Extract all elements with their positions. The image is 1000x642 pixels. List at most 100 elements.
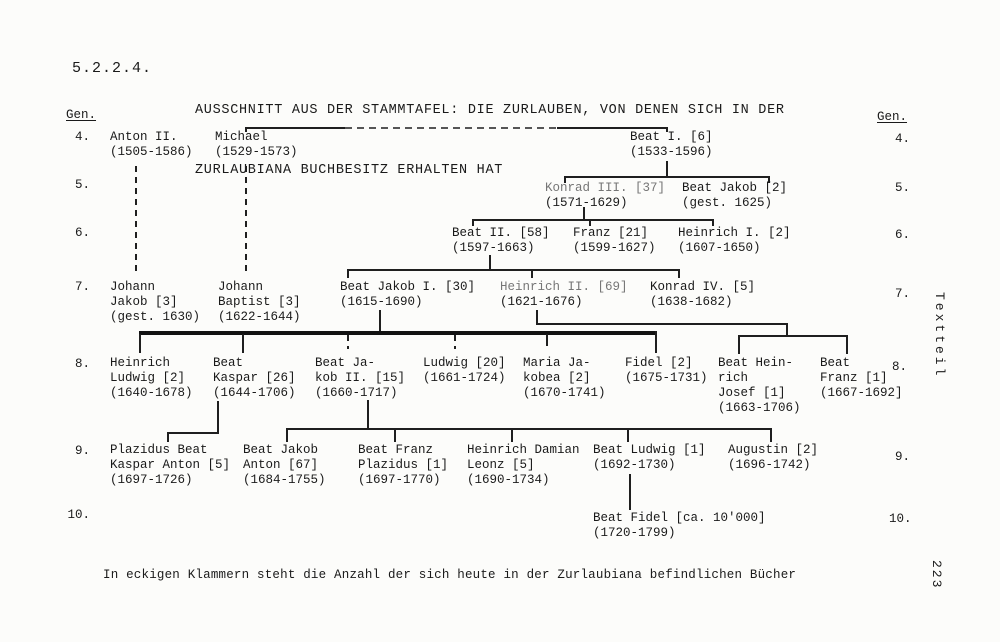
person-name: Plazidus Beat <box>110 443 208 457</box>
person-detail: (1505-1586) <box>110 145 193 159</box>
person-node-beat-heinrich-josef: Beat Hein-rich Josef [1] (1663-1706) <box>718 356 801 416</box>
tree-connector <box>536 323 788 325</box>
person-node-heinrich-damian-leonz: Heinrich Damian Leonz [5] (1690-1734) <box>467 443 580 488</box>
person-detail: (1622-1644) <box>218 310 301 324</box>
person-node-beat-i: Beat I. [6] (1533-1596) <box>630 130 713 160</box>
generation-header-right: Gen. <box>877 110 908 124</box>
person-node-beat-franz: Beat Franz [1] (1667-1692] <box>820 356 903 401</box>
tree-connector <box>738 335 740 354</box>
generation-label-right: 5. <box>895 181 911 195</box>
person-node-michael: Michael (1529-1573) <box>215 130 298 160</box>
person-name: Anton II. <box>110 130 178 144</box>
person-detail: Ludwig [2] <box>110 371 186 385</box>
tree-connector <box>655 331 657 353</box>
tree-connector <box>583 207 585 220</box>
person-node-beat-kaspar: Beat Kaspar [26] (1644-1706) <box>213 356 296 401</box>
person-detail: (1690-1734) <box>467 473 550 487</box>
tree-connector <box>135 166 137 276</box>
person-detail: kob II. [15] <box>315 371 406 385</box>
person-detail: (1697-1726) <box>110 473 193 487</box>
person-node-johann-baptist: Johann Baptist [3] (1622-1644) <box>218 280 301 325</box>
tree-connector <box>245 166 247 276</box>
person-name: Johann <box>110 280 156 294</box>
generation-label-right: 4. <box>895 132 911 146</box>
person-name: Franz [21] <box>573 226 649 240</box>
person-node-johann-jakob: Johann Jakob [3] (gest. 1630) <box>110 280 200 325</box>
person-detail: Josef [1] <box>718 386 786 400</box>
person-node-heinrich-i: Heinrich I. [2] (1607-1650) <box>678 226 791 256</box>
page-title-line1: AUSSCHNITT AUS DER STAMMTAFEL: DIE ZURLA… <box>195 103 785 118</box>
tree-connector <box>286 428 288 442</box>
person-detail: (1638-1682) <box>650 295 733 309</box>
person-detail: Plazidus [1] <box>358 458 449 472</box>
tree-connector <box>245 127 345 129</box>
person-detail: Anton [67] <box>243 458 319 472</box>
person-node-anton-ii: Anton II. (1505-1586) <box>110 130 193 160</box>
person-detail: (1663-1706) <box>718 401 801 415</box>
person-detail: (1571-1629) <box>545 196 628 210</box>
person-name: Beat Franz <box>358 443 434 457</box>
person-name: Beat I. [6] <box>630 130 713 144</box>
person-detail: (1670-1741) <box>523 386 606 400</box>
generation-label-right: 9. <box>895 450 911 464</box>
person-name: Beat <box>820 356 851 370</box>
tree-connector <box>139 334 141 353</box>
person-detail: (1661-1724) <box>423 371 506 385</box>
person-node-ludwig: Ludwig [20] (1661-1724) <box>423 356 506 386</box>
person-detail: kobea [2] <box>523 371 591 385</box>
tree-connector <box>546 334 548 346</box>
tree-connector <box>245 127 247 132</box>
person-node-beat-ludwig: Beat Ludwig [1] (1692-1730) <box>593 443 706 473</box>
person-detail: Franz [1] <box>820 371 888 385</box>
person-name: Heinrich Damian <box>467 443 580 457</box>
tree-connector <box>629 474 631 510</box>
person-detail: (1615-1690) <box>340 295 423 309</box>
tree-connector <box>242 334 244 353</box>
person-node-beat-jakob-ii: Beat Ja-kob II. [15] (1660-1717) <box>315 356 405 401</box>
person-name: Augustin [2] <box>728 443 819 457</box>
tree-connector <box>472 219 474 226</box>
tree-connector <box>589 219 591 226</box>
person-detail: (1692-1730) <box>593 458 676 472</box>
generation-label-left: 4. <box>74 130 90 144</box>
person-node-beat-jakob-anton: Beat Jakob Anton [67] (1684-1755) <box>243 443 326 488</box>
tree-connector <box>564 176 566 183</box>
person-detail: (1644-1706) <box>213 386 296 400</box>
tree-connector <box>536 310 538 325</box>
person-detail: (gest. 1625) <box>682 196 773 210</box>
person-name: Beat Ja- <box>315 356 376 370</box>
tree-connector <box>557 127 668 129</box>
section-number: 5.2.2.4. <box>72 60 153 77</box>
person-detail: (1660-1717) <box>315 386 398 400</box>
person-detail: Kaspar Anton [5] <box>110 458 231 472</box>
tree-connector <box>770 428 772 442</box>
person-detail: (gest. 1630) <box>110 310 201 324</box>
person-name: Konrad III. [37] <box>545 181 666 195</box>
person-name: Johann <box>218 280 264 294</box>
person-node-fidel: Fidel [2] (1675-1731) <box>625 356 708 386</box>
person-node-beat-jakob-i: Beat Jakob I. [30] (1615-1690) <box>340 280 475 310</box>
generation-label-left: 10. <box>67 508 90 522</box>
person-node-heinrich-ii: Heinrich II. [69] (1621-1676) <box>500 280 628 310</box>
person-node-maria-jakobea: Maria Ja-kobea [2] (1670-1741) <box>523 356 606 401</box>
page-number: 223 <box>929 560 944 590</box>
person-detail: Leonz [5] <box>467 458 535 472</box>
tree-connector <box>347 269 349 278</box>
person-node-konrad-iv: Konrad IV. [5] (1638-1682) <box>650 280 755 310</box>
person-detail: (1533-1596) <box>630 145 713 159</box>
tree-connector <box>347 269 680 271</box>
generation-label-right: 10. <box>889 512 912 526</box>
generation-label-left: 9. <box>74 444 90 458</box>
person-name: Michael <box>215 130 268 144</box>
person-detail: (1720-1799) <box>593 526 676 540</box>
person-name: Beat Jakob <box>243 443 319 457</box>
generation-label-right: 6. <box>895 228 911 242</box>
tree-connector <box>489 255 491 270</box>
tree-connector <box>666 127 668 132</box>
page-title-line2: ZURLAUBIANA BUCHBESITZ ERHALTEN HAT <box>195 163 504 178</box>
tree-connector <box>286 428 772 430</box>
person-detail: (1640-1678) <box>110 386 193 400</box>
person-name: Heinrich I. [2] <box>678 226 791 240</box>
person-detail: Baptist [3] <box>218 295 301 309</box>
tree-connector <box>367 400 369 430</box>
